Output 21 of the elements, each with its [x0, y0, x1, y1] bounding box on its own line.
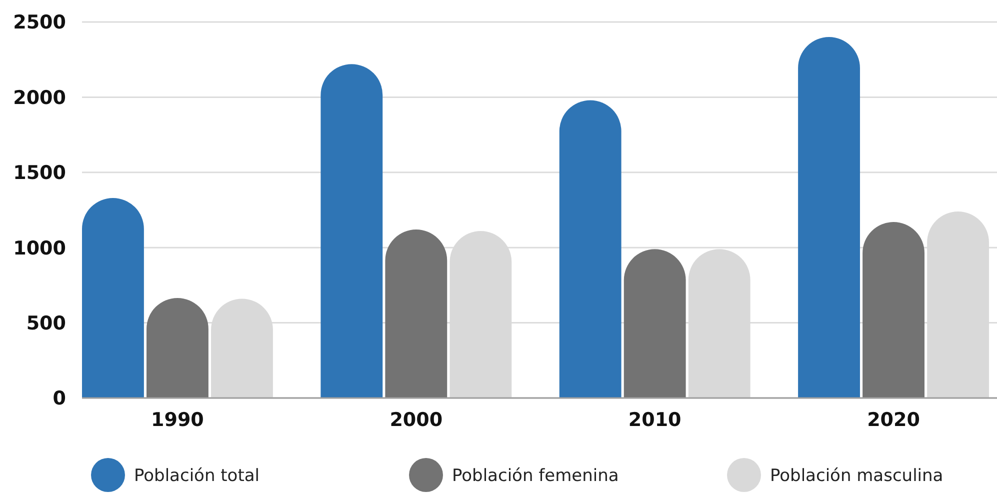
- x-tick-label: 2010: [628, 409, 682, 431]
- y-tick-label: 1000: [13, 237, 66, 260]
- legend-label: Población total: [134, 466, 260, 486]
- y-tick-label: 500: [26, 312, 66, 334]
- bar: [624, 249, 686, 398]
- bar: [559, 100, 622, 398]
- bar: [798, 37, 860, 398]
- y-tick-label: 0: [52, 388, 66, 410]
- x-tick-label: 2020: [867, 409, 920, 431]
- legend-label: Población masculina: [770, 466, 944, 486]
- y-tick-label: 1500: [13, 162, 66, 184]
- y-tick-label: 2000: [13, 86, 66, 109]
- bar: [146, 298, 208, 398]
- bar: [385, 230, 448, 398]
- x-tick-label: 1990: [151, 409, 204, 431]
- bar: [862, 222, 924, 398]
- y-tick-label: 2500: [13, 12, 66, 34]
- bar: [82, 198, 144, 398]
- legend-label: Población femenina: [452, 466, 619, 486]
- bar: [320, 64, 383, 398]
- x-tick-label: 2000: [390, 409, 443, 431]
